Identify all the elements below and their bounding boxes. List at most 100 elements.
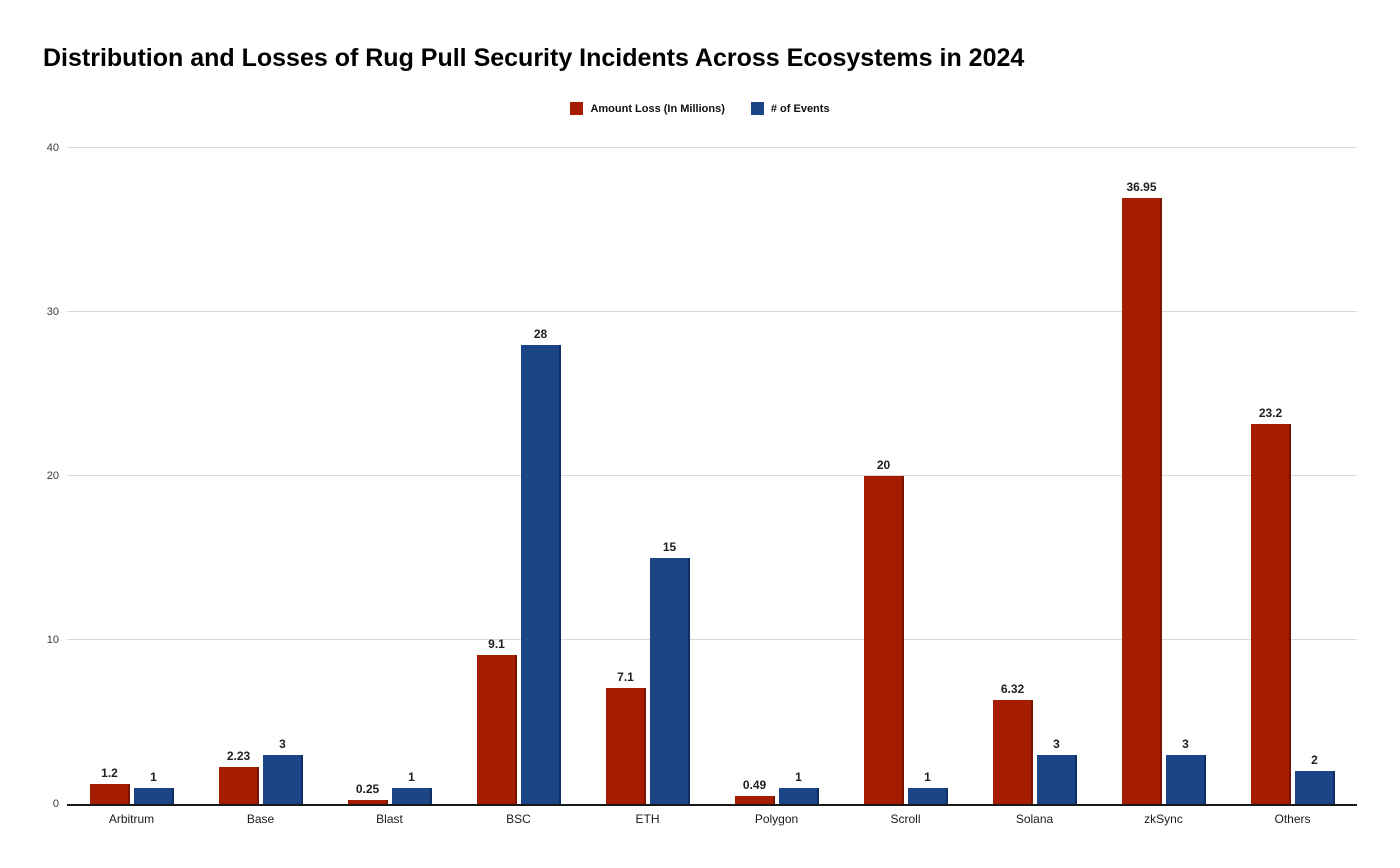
events-bar-solana[interactable]: [1036, 754, 1077, 804]
plot-area: 0 10 20 30 40 1.2 1 2.23 3 0.25 1 9.1 28 7.1 15 0.49 1 20…: [47, 142, 1357, 810]
x-axis-label-bsc: BSC: [506, 812, 531, 826]
bar-value-label: 15: [662, 540, 677, 554]
bar-column: 1.2: [89, 148, 130, 804]
x-axis-label-zksync: zkSync: [1144, 812, 1183, 826]
bar-value-label: 23.2: [1258, 405, 1283, 420]
bar-column: 15: [649, 148, 690, 804]
events-bar-scroll[interactable]: [907, 787, 948, 804]
bar-group-zksync: 36.95 3: [1099, 148, 1228, 804]
bar-value-label: 1: [924, 769, 931, 784]
chart-title: Distribution and Losses of Rug Pull Secu…: [43, 44, 1025, 72]
events-bar-others[interactable]: [1294, 771, 1335, 804]
gridline-y40: [67, 147, 1357, 148]
bar-column: 3: [1165, 148, 1206, 804]
events-bar-arbitrum[interactable]: [133, 787, 174, 804]
bar-value-label: 28: [533, 326, 548, 341]
gridline-y10: [67, 639, 1357, 640]
bar-groups: 1.2 1 2.23 3 0.25 1 9.1 28 7.1 15 0.49 1 20 1 6.32 3 36.…: [67, 148, 1357, 804]
bar-value-label: 6.32: [1000, 682, 1025, 697]
bar-column: 3: [1036, 148, 1077, 804]
bar-column: 9.1: [476, 148, 517, 804]
bar-column: 28: [520, 148, 561, 804]
bar-column: 7.1: [605, 148, 646, 804]
legend-swatch-icon: [750, 102, 764, 115]
x-axis-label-others: Others: [1274, 812, 1311, 826]
bar-column: 0.25: [347, 148, 388, 804]
bar-value-label: 36.95: [1126, 180, 1157, 195]
bar-value-label: 9.1: [488, 636, 505, 651]
x-axis-label-solana: Solana: [1015, 812, 1054, 826]
amount-loss-bar-blast[interactable]: [347, 799, 388, 804]
legend-swatch-icon: [570, 102, 584, 115]
y-axis-tick-label: 10: [46, 634, 59, 646]
bar-column: 1: [778, 148, 819, 804]
bar-value-label: 2.23: [226, 749, 251, 764]
bar-group-bsc: 9.1 28: [454, 148, 583, 804]
bar-group-solana: 6.32 3: [970, 148, 1099, 804]
gridline-y30: [67, 311, 1357, 312]
bar-value-label: 3: [1053, 736, 1060, 751]
y-axis-tick-label: 40: [46, 142, 59, 154]
legend-item-events: # of Events: [750, 102, 830, 115]
y-axis-tick-label: 0: [52, 798, 59, 810]
bar-group-arbitrum: 1.2 1: [67, 148, 196, 804]
bar-column: 2: [1294, 148, 1335, 804]
legend-label: # of Events: [770, 102, 830, 115]
bar-value-label: 0.25: [355, 781, 380, 796]
bar-value-label: 20: [876, 458, 891, 472]
bar-column: 23.2: [1250, 148, 1291, 804]
events-bar-eth[interactable]: [649, 558, 690, 804]
bar-column: 20: [863, 148, 904, 804]
bar-column: 1: [907, 148, 948, 804]
events-bar-zksync[interactable]: [1165, 754, 1206, 804]
bar-value-label: 1: [150, 769, 157, 784]
bar-value-label: 7.1: [617, 669, 634, 684]
amount-loss-bar-zksync[interactable]: [1121, 198, 1162, 804]
amount-loss-bar-solana[interactable]: [992, 700, 1033, 804]
x-axis-label-scroll: Scroll: [890, 812, 921, 826]
amount-loss-bar-scroll[interactable]: [863, 476, 904, 804]
bar-value-label: 2: [1311, 753, 1318, 768]
amount-loss-bar-polygon[interactable]: [734, 795, 775, 804]
bar-value-label: 0.49: [742, 777, 767, 792]
x-axis-label-base: Base: [246, 812, 275, 826]
events-bar-base[interactable]: [262, 754, 303, 804]
bar-value-label: 3: [1182, 736, 1189, 751]
bar-group-scroll: 20 1: [841, 148, 970, 804]
events-bar-bsc[interactable]: [520, 344, 561, 804]
bar-group-others: 23.2 2: [1228, 148, 1357, 804]
bar-column: 2.23: [218, 148, 259, 804]
bar-value-label: 1.2: [101, 766, 118, 781]
bar-column: 0.49: [734, 148, 775, 804]
amount-loss-bar-base[interactable]: [218, 767, 259, 804]
bar-column: 6.32: [992, 148, 1033, 804]
x-axis-label-polygon: Polygon: [754, 812, 799, 826]
bar-value-label: 1: [408, 769, 415, 784]
gridline-y20: [67, 475, 1357, 476]
bar-group-eth: 7.1 15: [583, 148, 712, 804]
legend-label: Amount Loss (In Millions): [590, 102, 725, 115]
y-axis-tick-label: 20: [46, 470, 59, 482]
x-axis-label-eth: ETH: [635, 812, 660, 826]
bar-group-blast: 0.25 1: [325, 148, 454, 804]
bar-column: 36.95: [1121, 148, 1162, 804]
amount-loss-bar-arbitrum[interactable]: [89, 784, 130, 804]
amount-loss-bar-bsc[interactable]: [476, 654, 517, 804]
bar-column: 1: [391, 148, 432, 804]
bar-group-base: 2.23 3: [196, 148, 325, 804]
chart-legend: Amount Loss (In Millions) # of Events: [0, 102, 1400, 115]
y-axis-tick-label: 30: [46, 306, 59, 318]
x-axis-label-blast: Blast: [376, 812, 403, 826]
legend-item-amount-loss: Amount Loss (In Millions): [570, 102, 725, 115]
bar-value-label: 3: [279, 736, 286, 751]
bar-group-polygon: 0.49 1: [712, 148, 841, 804]
events-bar-polygon[interactable]: [778, 787, 819, 804]
x-axis-labels: Arbitrum Base Blast BSC ETH Polygon Scroll Sola…: [67, 812, 1357, 826]
bar-column: 3: [262, 148, 303, 804]
amount-loss-bar-eth[interactable]: [605, 687, 646, 804]
events-bar-blast[interactable]: [391, 787, 432, 804]
bar-value-label: 1: [795, 769, 802, 784]
amount-loss-bar-others[interactable]: [1250, 423, 1291, 804]
x-axis-label-arbitrum: Arbitrum: [108, 812, 155, 826]
bar-column: 1: [133, 148, 174, 804]
